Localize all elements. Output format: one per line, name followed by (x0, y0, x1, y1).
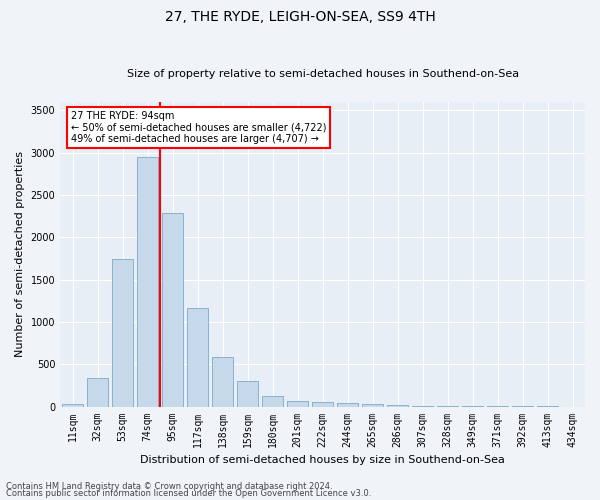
Text: 27, THE RYDE, LEIGH-ON-SEA, SS9 4TH: 27, THE RYDE, LEIGH-ON-SEA, SS9 4TH (164, 10, 436, 24)
Bar (187, 308, 208, 406)
Bar (162, 213, 183, 406)
Bar (362, 404, 383, 406)
Bar (262, 396, 283, 406)
Bar (137, 157, 158, 406)
Bar (287, 400, 308, 406)
Bar (337, 403, 358, 406)
Text: Contains public sector information licensed under the Open Government Licence v3: Contains public sector information licen… (6, 489, 371, 498)
Bar (312, 402, 333, 406)
X-axis label: Distribution of semi-detached houses by size in Southend-on-Sea: Distribution of semi-detached houses by … (140, 455, 505, 465)
Text: 27 THE RYDE: 94sqm
← 50% of semi-detached houses are smaller (4,722)
49% of semi: 27 THE RYDE: 94sqm ← 50% of semi-detache… (71, 111, 326, 144)
Bar (237, 381, 258, 406)
Title: Size of property relative to semi-detached houses in Southend-on-Sea: Size of property relative to semi-detach… (127, 69, 518, 79)
Y-axis label: Number of semi-detached properties: Number of semi-detached properties (15, 152, 25, 358)
Bar (212, 356, 233, 406)
Bar (62, 404, 83, 406)
Bar (87, 378, 108, 406)
Text: Contains HM Land Registry data © Crown copyright and database right 2024.: Contains HM Land Registry data © Crown c… (6, 482, 332, 491)
Bar (112, 258, 133, 406)
